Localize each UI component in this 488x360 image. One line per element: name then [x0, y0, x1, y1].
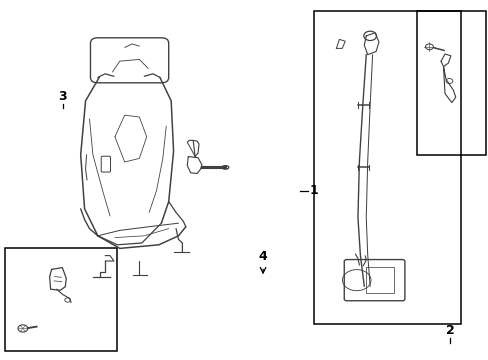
Bar	[416, 11, 485, 155]
Bar	[5, 248, 117, 351]
Text: 2: 2	[445, 324, 453, 337]
Bar	[314, 11, 460, 324]
Text: 3: 3	[58, 90, 67, 103]
Bar	[366, 267, 393, 293]
Text: 1: 1	[309, 184, 318, 197]
Text: 4: 4	[258, 250, 267, 263]
